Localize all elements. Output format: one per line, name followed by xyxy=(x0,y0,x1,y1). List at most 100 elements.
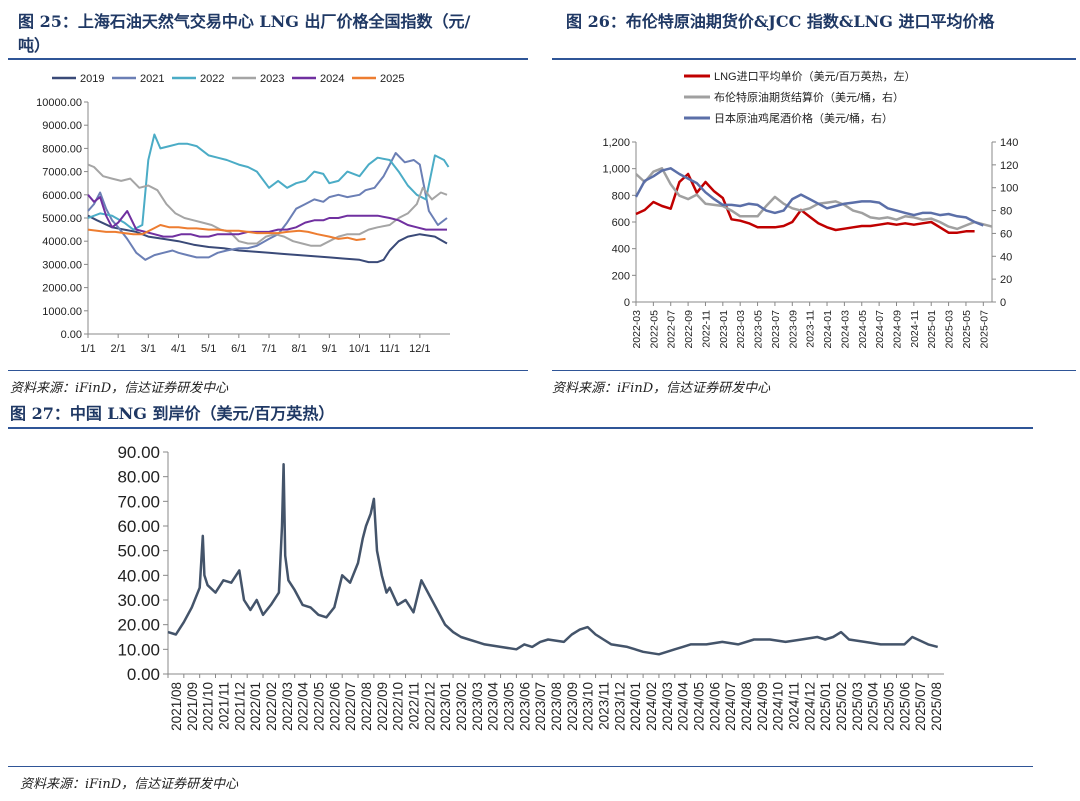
x-tick-label: 4/1 xyxy=(171,343,186,355)
x-tick-label: 2022/10 xyxy=(391,682,406,731)
x-tick-label: 6/1 xyxy=(231,343,246,355)
x-tick-label: 2024-11 xyxy=(909,310,921,348)
y-right-tick-label: 60 xyxy=(1000,228,1012,240)
x-tick-label: 2/1 xyxy=(111,343,126,355)
x-tick-label: 2023-11 xyxy=(805,310,817,348)
x-tick-label: 2025/08 xyxy=(929,682,944,731)
x-tick-label: 2025/03 xyxy=(850,682,865,731)
fig27-chart: 0.00 10.00 20.00 30.00 40.00 50.00 60.00 70.00 8… xyxy=(117,443,944,731)
x-tick-label: 2023/01 xyxy=(438,682,453,731)
y-tick-label: 90.00 xyxy=(117,443,160,462)
y-right-tick-label: 140 xyxy=(1000,137,1018,149)
x-tick-label: 2025/01 xyxy=(818,682,833,731)
y-tick-label: 30.00 xyxy=(117,591,160,610)
legend-label-2019: 2019 xyxy=(80,73,104,85)
series-line-2023 xyxy=(87,163,448,247)
fig25-chart: 2019 2021 2022 2023 2024 2025 0.00 1000.00 2000.… xyxy=(36,73,450,355)
y-left-tick-label: 0 xyxy=(624,297,630,309)
fig26-title: 图 26：布伦特原油期货价&JCC 指数&LNG 进口平均价格 xyxy=(566,12,995,31)
y-tick-label: 50.00 xyxy=(117,542,160,561)
y-right-tick-label: 80 xyxy=(1000,206,1012,218)
y-tick-label: 1000.00 xyxy=(42,306,82,318)
x-tick-label: 2022/04 xyxy=(296,682,311,731)
x-tick-label: 2023/07 xyxy=(533,682,548,731)
y-tick-label: 70.00 xyxy=(117,492,160,511)
x-tick-label: 2022/03 xyxy=(280,682,295,731)
y-tick-label: 0.00 xyxy=(61,329,82,341)
fig25-bottom-rule xyxy=(8,370,528,371)
y-tick-label: 10000.00 xyxy=(36,97,82,109)
y-tick-label: 8000.00 xyxy=(42,143,82,155)
x-tick-label: 2022/06 xyxy=(327,682,342,731)
x-tick-label: 2025/07 xyxy=(913,682,928,731)
x-tick-label: 8/1 xyxy=(292,343,307,355)
x-tick-label: 2023-01 xyxy=(718,310,730,349)
y-tick-label: 40.00 xyxy=(117,566,160,585)
x-tick-label: 2022/02 xyxy=(264,682,279,731)
y-right-tick-label: 0 xyxy=(1000,297,1006,309)
x-tick-label: 7/1 xyxy=(261,343,276,355)
series-line-2019 xyxy=(87,214,448,264)
fig25-title-line2: 吨） xyxy=(18,36,51,55)
y-left-tick-label: 400 xyxy=(612,244,630,256)
y-tick-label: 3000.00 xyxy=(42,259,82,271)
x-tick-label: 2022-03 xyxy=(631,310,643,349)
x-tick-label: 2024/10 xyxy=(771,682,786,731)
x-tick-label: 2023/06 xyxy=(517,682,532,731)
x-tick-label: 2022/01 xyxy=(248,682,263,731)
x-tick-label: 2025/02 xyxy=(834,682,849,731)
series-line-2024 xyxy=(87,194,447,238)
series-line-2022 xyxy=(87,133,450,231)
y-tick-label: 9000.00 xyxy=(42,120,82,132)
series-line-1 xyxy=(635,167,993,231)
x-tick-label: 2023/11 xyxy=(597,682,612,730)
x-tick-label: 2024/07 xyxy=(723,682,738,731)
y-left-tick-label: 800 xyxy=(612,190,630,202)
y-tick-label: 7000.00 xyxy=(42,167,82,179)
x-tick-label: 2025-01 xyxy=(926,310,938,349)
y-right-tick-label: 100 xyxy=(1000,183,1018,195)
fig25-title-line1: 图 25：上海石油天然气交易中心 LNG 出厂价格全国指数（元/ xyxy=(18,12,471,31)
y-right-tick-label: 120 xyxy=(1000,160,1018,172)
x-tick-label: 10/1 xyxy=(349,343,370,355)
x-tick-label: 2023/05 xyxy=(501,682,516,731)
x-tick-label: 2025/04 xyxy=(866,682,881,731)
x-tick-label: 2022-09 xyxy=(683,310,695,349)
x-tick-label: 2023/09 xyxy=(565,682,580,731)
x-tick-label: 2022/05 xyxy=(311,682,326,731)
x-tick-label: 1/1 xyxy=(80,343,95,355)
legend-label-2022: 2022 xyxy=(200,73,224,85)
y-tick-label: 20.00 xyxy=(117,616,160,635)
x-tick-label: 2024/04 xyxy=(676,682,691,731)
legend-label-1: 布伦特原油期货结算价（美元/桶，右） xyxy=(714,90,904,104)
fig26-bottom-rule xyxy=(552,370,1076,371)
y-tick-label: 80.00 xyxy=(117,468,160,487)
x-tick-label: 2021/10 xyxy=(201,682,216,731)
x-tick-label: 2024/01 xyxy=(628,682,643,731)
y-tick-label: 10.00 xyxy=(117,640,160,659)
x-tick-label: 2022-11 xyxy=(700,310,712,348)
x-tick-label: 2021/09 xyxy=(185,682,200,731)
x-tick-label: 2024-09 xyxy=(891,310,903,349)
fig27-title: 图 27：中国 LNG 到岸价（美元/百万英热） xyxy=(10,404,335,423)
y-tick-label: 0.00 xyxy=(127,665,160,684)
x-tick-label: 5/1 xyxy=(201,343,216,355)
x-tick-label: 2024/08 xyxy=(739,682,754,731)
y-tick-label: 6000.00 xyxy=(42,190,82,202)
x-tick-label: 2025/06 xyxy=(897,682,912,731)
x-tick-label: 9/1 xyxy=(322,343,337,355)
y-tick-label: 4000.00 xyxy=(42,236,82,248)
x-tick-label: 2023/08 xyxy=(549,682,564,731)
series-line-0 xyxy=(635,172,975,234)
x-tick-label: 2023-03 xyxy=(735,310,747,349)
x-tick-label: 2024/02 xyxy=(644,682,659,731)
x-tick-label: 2022/12 xyxy=(422,682,437,731)
x-tick-label: 2021/12 xyxy=(232,682,247,731)
x-tick-label: 2022/11 xyxy=(406,682,421,730)
fig25-title: 图 25：上海石油天然气交易中心 LNG 出厂价格全国指数（元/ 吨） xyxy=(18,10,528,58)
x-tick-label: 2023/03 xyxy=(470,682,485,731)
fig26-rule xyxy=(552,58,1076,60)
x-tick-label: 12/1 xyxy=(409,343,430,355)
legend-label-2: 日本原油鸡尾酒价格（美元/桶，右） xyxy=(714,111,893,125)
x-tick-label: 2023/02 xyxy=(454,682,469,731)
